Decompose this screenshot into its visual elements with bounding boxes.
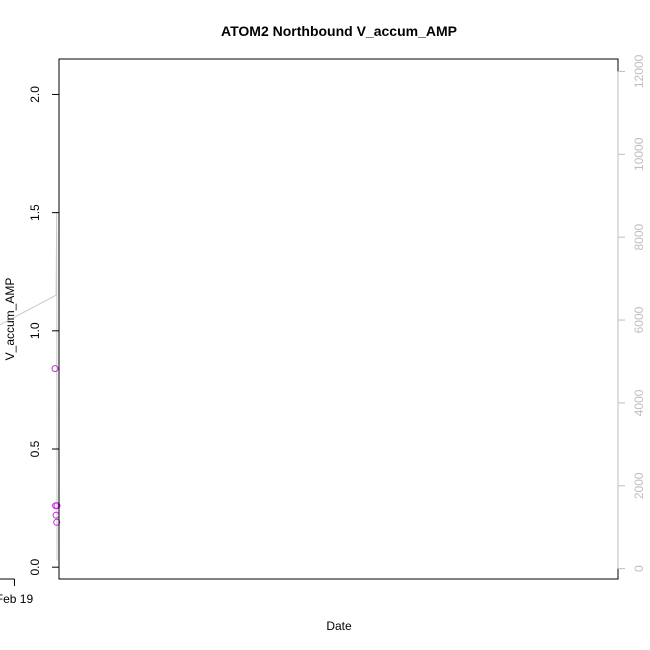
plot-box (58, 58, 619, 580)
y2-tick-label: 6000 (632, 306, 646, 333)
x-axis: Feb 11Feb 13Feb 15Feb 17Feb 19 (0, 578, 33, 606)
data-point (53, 502, 61, 510)
data-point (51, 365, 59, 373)
y-axis-right: 0 2000 4000 6000 8000 10000 12000 (617, 54, 646, 572)
data-point (52, 511, 60, 519)
y-tick-label: 0.0 (28, 559, 42, 576)
y-tick-label: 1.0 (28, 322, 42, 339)
y-axis-left: 0.0 0.5 1.0 1.5 2.0 (28, 86, 60, 576)
y-tick-label: 0.5 (28, 440, 42, 457)
y2-tick-label: 10000 (632, 137, 646, 171)
y-tick-label: 1.5 (28, 204, 42, 221)
y2-tick-label: 8000 (632, 223, 646, 250)
y2-tick-label: 2000 (632, 472, 646, 499)
y2-tick-label: 0 (632, 565, 646, 572)
y-axis-label: V_accum_AMP (3, 278, 17, 361)
y2-tick-label: 4000 (632, 389, 646, 416)
x-tick-label: Feb 19 (0, 592, 33, 606)
y-tick-label: 2.0 (28, 86, 42, 103)
chart-title: ATOM2 Northbound V_accum_AMP (221, 23, 457, 39)
data-point (53, 518, 61, 526)
y2-tick-label: 12000 (632, 54, 646, 88)
x-axis-label: Date (326, 619, 352, 633)
